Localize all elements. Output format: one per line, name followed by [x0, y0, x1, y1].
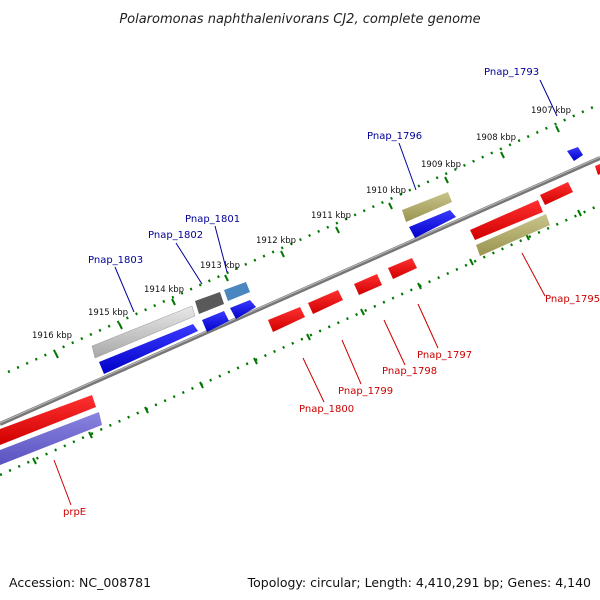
reverse-leader-lines: [53, 252, 546, 506]
scale-label-1908: 1908 kbp: [476, 133, 516, 143]
gene-arrow-red-7: [595, 164, 600, 175]
gene-arrow-red-3: [354, 274, 382, 295]
scale-label-1909: 1909 kbp: [421, 160, 461, 170]
gene-block-olive-1: [402, 192, 452, 222]
gene-arrow-red-1: [268, 307, 305, 332]
gene-label-pnap-1799[interactable]: Pnap_1799: [338, 386, 393, 397]
gene-block-purple: [0, 412, 102, 465]
gene-label-pnap-1798[interactable]: Pnap_1798: [382, 366, 437, 377]
gene-block-gray-1: [91, 305, 196, 359]
gene-label-pnap-1803[interactable]: Pnap_1803: [88, 255, 143, 266]
gene-arrow-blue-5: [567, 147, 583, 161]
gene-arrow-red-5: [470, 200, 543, 240]
gene-block-darkgray: [195, 292, 224, 314]
gene-arrow-blue-3: [230, 300, 256, 319]
genome-backbone: [0, 156, 600, 426]
forward-leader-lines: [114, 79, 558, 313]
gene-label-pnap-1796[interactable]: Pnap_1796: [367, 131, 422, 142]
outer-major-ticks: [54, 125, 560, 359]
gene-arrow-blue-2: [202, 311, 229, 332]
gene-arrow-red-2: [308, 290, 343, 314]
gene-arrow-red-6: [540, 182, 573, 205]
gene-block-steelblue: [224, 282, 250, 301]
gene-arrow-red-4: [388, 258, 417, 279]
outer-scale-ring: [7, 102, 600, 374]
scale-label-1913: 1913 kbp: [200, 261, 240, 271]
scale-label-1915: 1915 kbp: [88, 308, 128, 318]
scale-label-1910: 1910 kbp: [366, 186, 406, 196]
gene-block-olive-2: [476, 214, 550, 256]
scale-label-1912: 1912 kbp: [256, 236, 296, 246]
scale-label-1916: 1916 kbp: [32, 331, 72, 341]
reverse-strand-genes: [0, 164, 600, 465]
scale-label-1907: 1907 kbp: [531, 106, 571, 116]
gene-label-pnap-1800[interactable]: Pnap_1800: [299, 404, 354, 415]
scale-label-1914: 1914 kbp: [144, 285, 184, 295]
gene-arrow-red-left-edge: [0, 395, 96, 445]
gene-label-pnap-1802[interactable]: Pnap_1802: [148, 230, 203, 241]
gene-arrow-blue-1: [99, 324, 198, 374]
gene-arrow-blue-4: [409, 210, 456, 238]
accession-text: Accession: NC_008781: [9, 575, 151, 590]
gene-label-pnap-1793[interactable]: Pnap_1793: [484, 67, 539, 78]
scale-label-1911: 1911 kbp: [311, 211, 351, 221]
forward-strand-genes: [91, 147, 583, 374]
inner-major-ticks: [32, 209, 582, 465]
topology-text: Topology: circular; Length: 4,410,291 bp…: [247, 575, 591, 590]
gene-label-prpe[interactable]: prpE: [63, 507, 86, 518]
gene-label-pnap-1795[interactable]: Pnap_1795: [545, 294, 600, 305]
map-title: Polaromonas naphthalenivorans CJ2, compl…: [119, 12, 480, 27]
gene-label-pnap-1797[interactable]: Pnap_1797: [417, 350, 472, 361]
gene-label-pnap-1801[interactable]: Pnap_1801: [185, 214, 240, 225]
